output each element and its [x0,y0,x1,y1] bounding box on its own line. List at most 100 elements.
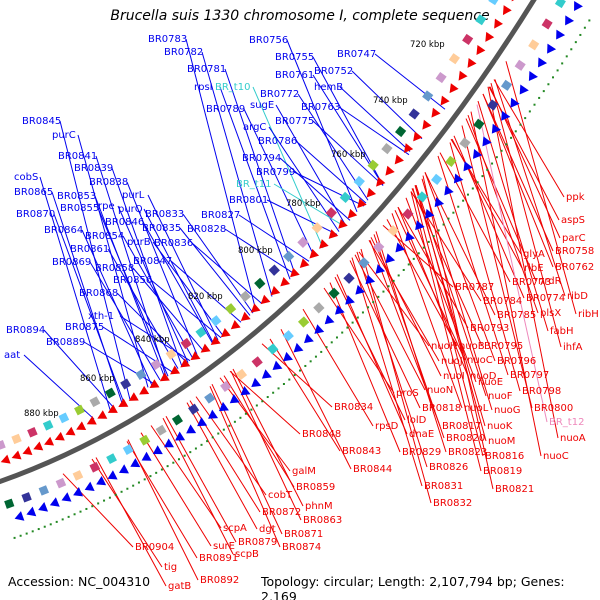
scale-dot [402,268,405,271]
gene-label: BR0875 [65,322,104,333]
leader-line [375,231,447,453]
forward-gene-arrow [334,304,345,315]
kbp-tick-label: 720 kbp [410,40,445,50]
gene-label: sugE [250,100,274,111]
leader-line [451,138,523,269]
gene-label: nuoI [443,371,465,382]
feature-block [0,439,6,451]
scale-dot [206,440,209,443]
scale-dot [67,515,70,518]
feature-block [267,343,279,355]
feature-block [408,108,420,120]
feature-block [89,396,101,408]
feature-block [188,403,200,415]
gene-label: rpe [98,201,115,212]
scale-dot [356,316,359,319]
leader-line [53,213,125,404]
gene-label: BR0786 [258,136,297,147]
scale-dot [85,507,88,510]
scale-dot [533,103,536,106]
feature-block [328,287,340,299]
reverse-gene-arrow [76,421,87,431]
reverse-gene-arrow [22,446,33,455]
gene-label: rpsD [375,421,399,432]
gene-label: ribD [567,291,588,302]
scale-dot [361,311,364,314]
scale-dot [250,408,253,411]
gene-label: BR0832 [433,498,472,509]
reverse-gene-arrow [139,385,150,395]
feature-block [283,250,295,263]
scale-dot [217,432,220,435]
reverse-gene-arrow [65,426,76,436]
gene-label: ihfA [563,342,583,353]
scale-dot [61,518,64,521]
reverse-gene-arrow [180,358,191,368]
feature-block [459,137,471,149]
reverse-gene-arrow [422,119,432,130]
leader-line [476,104,548,423]
gene-label: BR_t12 [549,417,584,428]
scale-dot [108,496,111,499]
scale-dot [432,235,435,238]
forward-gene-arrow [424,208,435,219]
leader-line [323,287,395,394]
gene-label: ribH [578,309,599,320]
feature-block [122,444,134,456]
gene-label: BR0834 [334,402,373,413]
leader-line [421,178,493,411]
gene-label: BR0787 [455,282,494,293]
forward-gene-arrow [375,264,386,274]
scale-dot [377,295,380,298]
leader-line [77,134,149,388]
scale-dot [211,436,214,439]
gene-label: fabH [550,326,574,337]
gene-label: gatB [168,581,191,592]
scale-dot [447,217,450,220]
feature-block [381,142,393,155]
gene-label: argC [243,122,266,133]
gene-label: BR0870 [16,209,55,220]
gene-label: BR0774 [526,293,565,304]
leader-line [95,155,167,377]
reverse-gene-arrow [357,198,367,209]
forward-gene-arrow [152,445,163,455]
leader-line [185,38,257,311]
feature-block [435,71,447,84]
scale-dot [457,205,460,208]
scale-dot [471,187,474,190]
gene-label: glyA [523,249,545,260]
leader-line [111,167,183,367]
gene-label: BR0865 [14,187,53,198]
leader-line [243,108,315,257]
feature-block [74,404,85,416]
gene-label: phnM [305,501,333,512]
scale-dot [320,350,323,353]
forward-gene-arrow [84,481,95,491]
feature-block [475,14,487,26]
gene-label: BR0841 [58,151,97,162]
gene-label: nuoE [478,377,503,388]
forward-gene-arrow [304,333,314,344]
scale-dot [538,96,541,99]
scale-dot [272,391,275,394]
forward-gene-arrow [73,487,84,497]
scale-dot [510,136,513,139]
leader-line [422,175,494,490]
leader-line [266,199,338,235]
forward-gene-arrow [547,43,557,54]
gene-label: nuoC [467,355,493,366]
scale-dot [528,110,531,113]
forward-gene-arrow [444,185,454,196]
leader-line [59,120,131,400]
forward-gene-arrow [197,417,208,427]
reverse-gene-arrow [494,18,503,29]
gene-label: BR0836 [154,238,193,249]
scale-dot [309,360,312,363]
scale-dot [442,223,445,226]
reverse-gene-arrow [403,143,414,153]
leader-line [150,425,222,529]
reverse-gene-arrow [260,294,271,305]
gene-label: BR0762 [555,262,594,273]
gene-label: scpB [235,549,259,560]
